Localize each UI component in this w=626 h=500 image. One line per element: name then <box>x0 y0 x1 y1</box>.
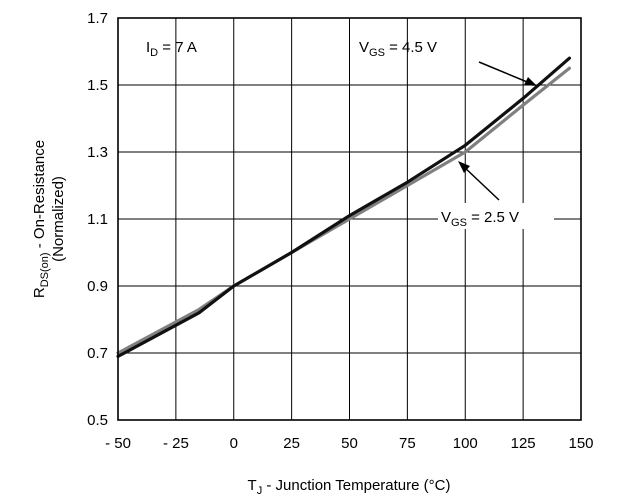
series-line-vgs-2-5 <box>116 66 572 355</box>
x-tick-label: 25 <box>283 435 300 452</box>
y-tick-label: 1.1 <box>87 211 108 228</box>
x-tick-label: 100 <box>453 435 478 452</box>
series-label-4-5-main: V <box>359 39 369 56</box>
x-tick-label: 50 <box>341 435 358 452</box>
y-tick-label: 0.5 <box>87 412 108 429</box>
y-tick-labels: 0.5 0.7 0.9 1.1 1.3 1.5 1.7 <box>87 10 108 429</box>
series-label-4-5-sub: GS <box>369 47 385 59</box>
arrow-vgs-4-5 <box>478 61 537 86</box>
x-tick-label: 125 <box>511 435 536 452</box>
y-axis-title-sub: DS(on) <box>39 252 51 287</box>
y-tick-label: 1.5 <box>87 77 108 94</box>
x-tick-label: - 25 <box>163 435 189 452</box>
svg-text:RDS(on) - On-Resistance: RDS(on) - On-Resistance <box>31 140 51 298</box>
y-tick-label: 1.7 <box>87 10 108 27</box>
series-label-4-5-rest: = 4.5 V <box>385 39 437 56</box>
y-axis-title-line2: (Normalized) <box>50 176 67 262</box>
series-label-2-5-rest: = 2.5 V <box>467 209 519 226</box>
condition-sub: D <box>150 47 158 59</box>
condition-rest: = 7 A <box>158 39 197 56</box>
x-tick-label: 150 <box>568 435 593 452</box>
y-axis-title: RDS(on) - On-Resistance (Normalized) <box>31 140 67 298</box>
x-axis-title-rest: - Junction Temperature (°C) <box>262 477 450 494</box>
series-label-2-5-sub: GS <box>451 217 467 229</box>
y-tick-label: 0.7 <box>87 345 108 362</box>
condition-label: ID = 7 A <box>146 39 197 59</box>
series-line-vgs-4-5 <box>116 56 572 358</box>
x-axis-title-main: T <box>248 477 257 494</box>
y-axis-title-rest: - On-Resistance <box>31 140 48 253</box>
series-label-box <box>438 203 554 229</box>
y-tick-label: 1.3 <box>87 144 108 161</box>
series-label-vgs-4-5: VGS = 4.5 V <box>359 39 437 59</box>
x-tick-label: 75 <box>399 435 416 452</box>
series-label-vgs-2-5: VGS = 2.5 V <box>441 209 519 229</box>
plot-frame <box>117 17 582 421</box>
x-tick-label: - 50 <box>105 435 131 452</box>
series-group <box>116 56 572 358</box>
arrow-vgs-2-5 <box>458 161 500 201</box>
condition-main: I <box>146 39 150 56</box>
x-axis-title-sub: J <box>257 485 263 497</box>
y-axis-title-main: R <box>31 287 48 298</box>
x-tick-label: 0 <box>230 435 238 452</box>
y-tick-label: 0.9 <box>87 278 108 295</box>
series-label-2-5-main: V <box>441 209 451 226</box>
x-tick-labels: - 50 - 25 0 25 50 75 100 125 150 <box>105 435 593 452</box>
x-axis-title: TJ - Junction Temperature (°C) <box>248 477 451 497</box>
